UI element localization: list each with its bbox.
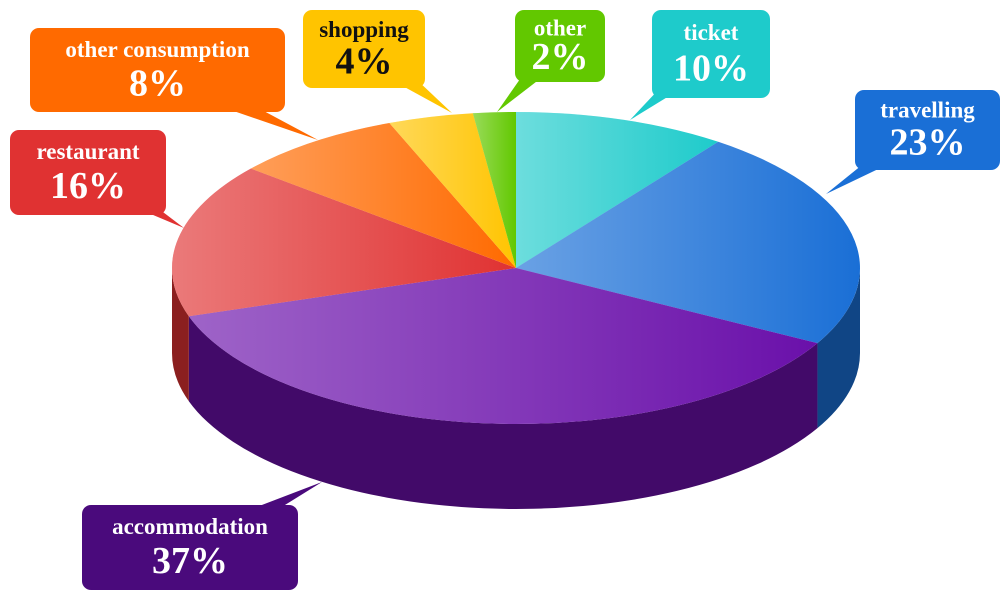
pie-tops <box>171 112 860 425</box>
callout-box <box>303 10 425 88</box>
callout-box <box>855 90 1000 170</box>
slice-shine <box>516 141 860 344</box>
value-label: 4% <box>336 40 393 82</box>
value-label: 23% <box>890 122 966 164</box>
category-label: ticket <box>684 20 739 45</box>
pie-side <box>172 268 189 402</box>
slice-shine <box>472 112 516 268</box>
category-label: travelling <box>880 98 975 123</box>
slice-shine <box>171 168 516 317</box>
value-label: 8% <box>129 63 186 105</box>
pie-side <box>817 268 860 429</box>
pie-side <box>188 316 818 510</box>
callout-box <box>82 505 298 590</box>
category-label: other <box>534 15 586 40</box>
value-label: 37% <box>152 540 228 582</box>
value-label: 10% <box>673 47 749 89</box>
callout-box <box>30 28 285 112</box>
category-label: restaurant <box>36 139 139 164</box>
category-label: shopping <box>319 17 409 42</box>
category-label: other consumption <box>65 37 249 62</box>
slice-shine <box>516 112 719 268</box>
callout-box <box>652 10 770 98</box>
slice-shine <box>250 122 516 268</box>
pie-sides <box>172 268 860 510</box>
slice-shine <box>389 113 516 269</box>
callout-box <box>515 10 605 82</box>
value-label: 16% <box>50 165 126 207</box>
category-label: accommodation <box>112 514 268 539</box>
callout-box <box>10 130 166 215</box>
value-label: 2% <box>532 36 589 78</box>
slice-shine <box>188 268 818 425</box>
